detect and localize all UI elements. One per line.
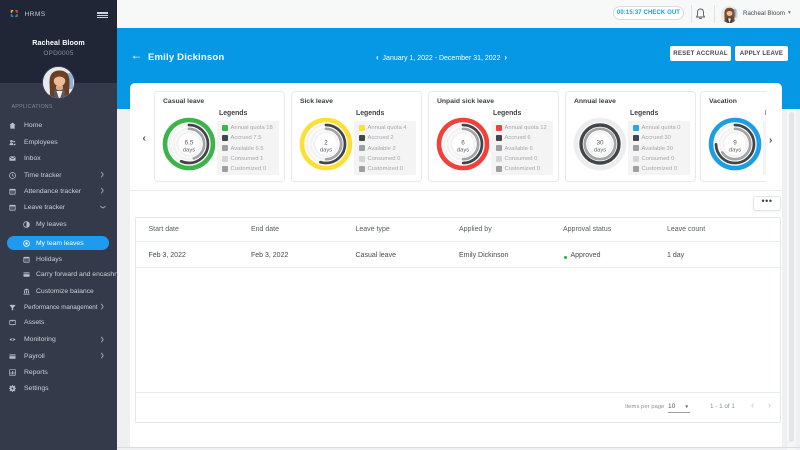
svg-text:days: days	[594, 147, 606, 153]
svg-text:days: days	[457, 147, 469, 153]
svg-text:9: 9	[733, 139, 737, 146]
svg-text:days: days	[729, 147, 741, 153]
svg-text:6.5: 6.5	[185, 139, 194, 146]
svg-text:days: days	[183, 147, 195, 153]
svg-text:6: 6	[461, 139, 465, 146]
svg-text:30: 30	[596, 139, 604, 146]
svg-text:2: 2	[324, 139, 328, 146]
svg-text:days: days	[320, 147, 332, 153]
